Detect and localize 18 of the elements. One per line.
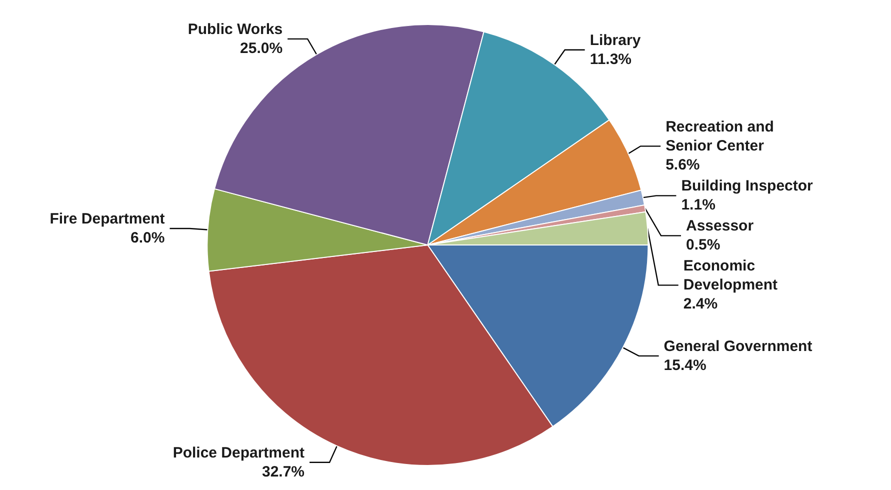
data-label: 11.3% <box>590 50 632 68</box>
slice-label: Fire Department <box>50 210 165 228</box>
data-label: 25.0% <box>240 40 283 57</box>
slice-label: Library <box>590 32 642 49</box>
slice-label: Building Inspector <box>681 178 814 195</box>
data-label: 32.7% <box>262 463 305 480</box>
slice-label: Recreation and Senior Center <box>666 118 778 155</box>
slice-label: Public Works <box>188 20 283 38</box>
data-label: 6.0% <box>130 230 165 247</box>
data-label: 2.4% <box>683 296 718 313</box>
data-label: 0.5% <box>686 236 720 254</box>
slice-label: Police Department <box>172 444 305 462</box>
data-label: 15.4% <box>664 356 706 374</box>
data-label: 1.1% <box>681 196 716 214</box>
slice-label: General Government <box>664 338 812 355</box>
data-label: 5.6% <box>666 156 700 174</box>
slice-label: Economic Development <box>683 258 778 294</box>
slice-label: Assessor <box>686 218 754 235</box>
